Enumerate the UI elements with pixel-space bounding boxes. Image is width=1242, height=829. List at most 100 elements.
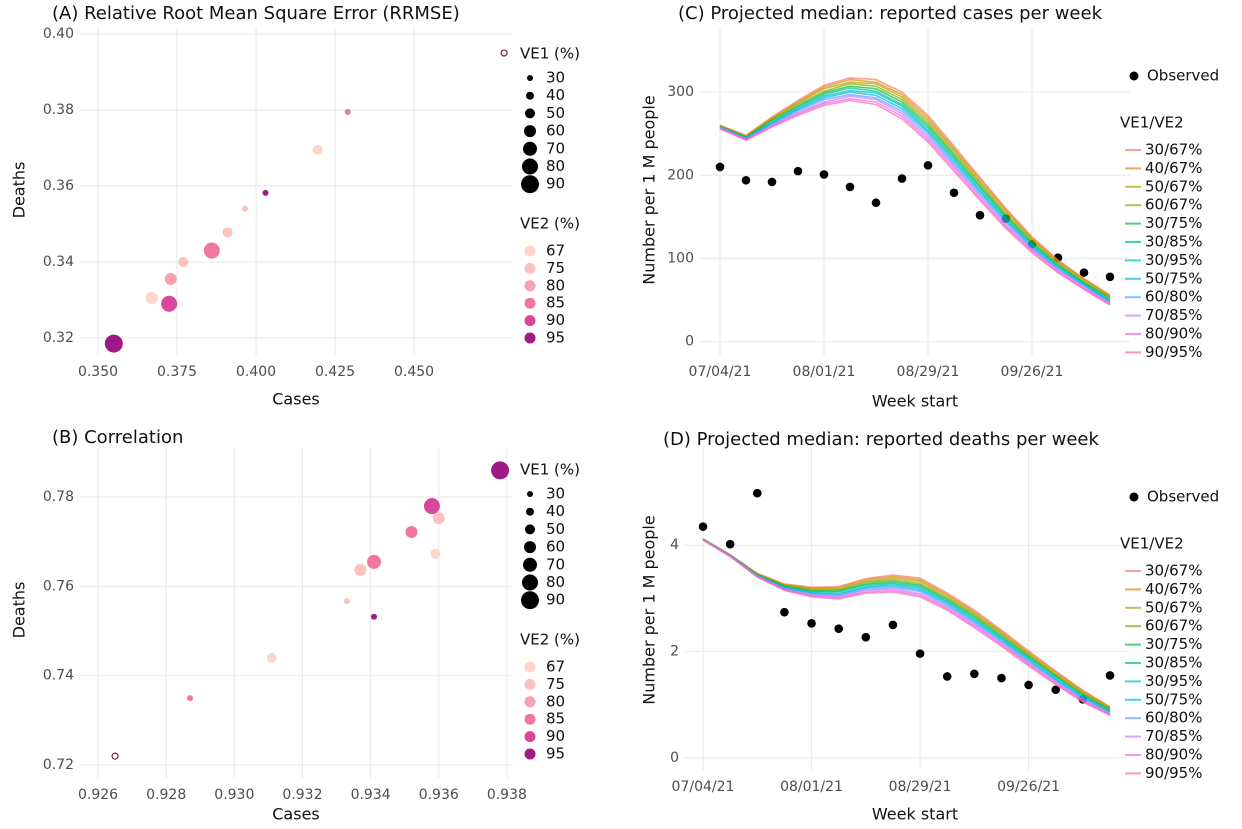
legend-label: 30	[546, 485, 565, 503]
observed-point	[752, 488, 762, 498]
x-tick-label: 08/29/21	[889, 779, 952, 795]
series-line	[702, 539, 1111, 716]
x-tick-label: 0.375	[157, 364, 197, 380]
legend-label: 70/85%	[1145, 306, 1202, 324]
x-tick-label: 0.400	[236, 364, 276, 380]
legend-color-key	[524, 678, 536, 690]
legend-color-key	[524, 245, 536, 257]
point	[500, 49, 508, 57]
legend-label: 60	[546, 538, 565, 556]
legend-size-key	[525, 108, 535, 119]
x-tick-label: 0.350	[78, 364, 118, 380]
x-tick-label: 07/04/21	[689, 364, 752, 380]
observed-point	[915, 649, 925, 658]
legend-label: 80/90%	[1145, 746, 1202, 764]
point	[432, 512, 445, 525]
legend-label: 70/85%	[1145, 727, 1202, 745]
point	[262, 189, 269, 196]
legend-color-key	[524, 332, 536, 344]
legend-size-key	[522, 574, 538, 591]
legend-size-key	[521, 175, 539, 194]
x-tick-label: 08/29/21	[897, 364, 960, 380]
legend-color-key	[524, 661, 536, 673]
x-tick-label: 0.425	[315, 364, 355, 380]
legend-label: 90/95%	[1145, 764, 1202, 782]
legend-label: 50/75%	[1145, 690, 1202, 708]
legend-marker	[1129, 71, 1139, 81]
observed-point	[819, 170, 829, 179]
legend-label: Observed	[1147, 67, 1219, 85]
observed-point	[1105, 272, 1115, 282]
point	[354, 563, 367, 576]
series-line	[702, 538, 1111, 708]
observed-point	[897, 174, 907, 183]
series-line	[719, 99, 1111, 306]
legend-label: 90	[546, 175, 565, 193]
x-tick-label: 07/04/21	[672, 779, 735, 795]
series-line	[702, 539, 1111, 717]
series-line	[719, 81, 1111, 298]
point	[367, 554, 382, 569]
legend-size-key	[523, 557, 537, 572]
point	[343, 598, 350, 605]
x-tick-label: 0.926	[78, 787, 118, 803]
legend-label: 70	[546, 139, 565, 157]
legend-title: VE1/VE2	[1120, 114, 1184, 132]
chart-title: (A) Relative Root Mean Square Error (RRM…	[52, 3, 460, 24]
observed-point	[715, 162, 725, 172]
point	[312, 144, 323, 155]
observed-point	[780, 607, 789, 617]
legend-label: 75	[546, 259, 565, 277]
legend-label: 80	[546, 157, 565, 175]
legend-size-key	[524, 125, 536, 138]
legend-marker	[1129, 492, 1139, 502]
series-line	[702, 538, 1111, 708]
legend-color-key	[524, 262, 536, 274]
legend-size-key	[521, 591, 539, 610]
series-line	[719, 85, 1111, 300]
legend-label: 67	[546, 242, 565, 260]
observed-point	[834, 624, 843, 633]
y-tick-label: 300	[667, 84, 694, 100]
legend-label: 50/67%	[1145, 177, 1202, 195]
y-tick-label: 0.78	[43, 489, 74, 505]
legend-color-key	[524, 748, 536, 760]
point	[104, 334, 123, 353]
observed-point	[949, 188, 959, 198]
legend-label: 75	[546, 675, 565, 693]
legend-label: 90/95%	[1145, 343, 1202, 361]
legend-label: 60/67%	[1145, 617, 1202, 635]
legend-color-key	[524, 280, 536, 292]
legend-label: 30/85%	[1145, 654, 1202, 672]
observed-point	[1024, 680, 1033, 690]
legend-title: VE2 (%)	[520, 215, 580, 233]
observed-point	[861, 632, 871, 642]
x-tick-label: 0.932	[282, 787, 322, 803]
y-tick-label: 0.32	[43, 330, 74, 346]
point	[111, 752, 119, 760]
legend-label: 67	[546, 658, 565, 676]
series-line	[702, 538, 1111, 713]
legend-title: VE1/VE2	[1120, 535, 1184, 553]
series-line	[702, 538, 1111, 713]
legend-size-key	[526, 507, 534, 516]
series-line	[702, 538, 1111, 711]
x-tick-label: 09/26/21	[997, 779, 1060, 795]
y-axis-title: Number per 1 M people	[640, 515, 659, 704]
series-line	[719, 91, 1111, 303]
legend-size-key	[525, 524, 535, 535]
legend-label: 30/85%	[1145, 233, 1202, 251]
observed-point	[888, 620, 898, 630]
point	[266, 652, 277, 663]
legend-label: 50/67%	[1145, 598, 1202, 616]
point	[145, 292, 158, 305]
point	[371, 613, 378, 620]
series-line	[719, 82, 1111, 299]
legend-label: 30/95%	[1145, 251, 1202, 269]
y-tick-label: 0.40	[43, 26, 74, 42]
x-tick-label: 0.936	[419, 787, 459, 803]
point	[203, 242, 220, 259]
series-line	[719, 77, 1111, 296]
legend-label: 80/90%	[1145, 325, 1202, 343]
